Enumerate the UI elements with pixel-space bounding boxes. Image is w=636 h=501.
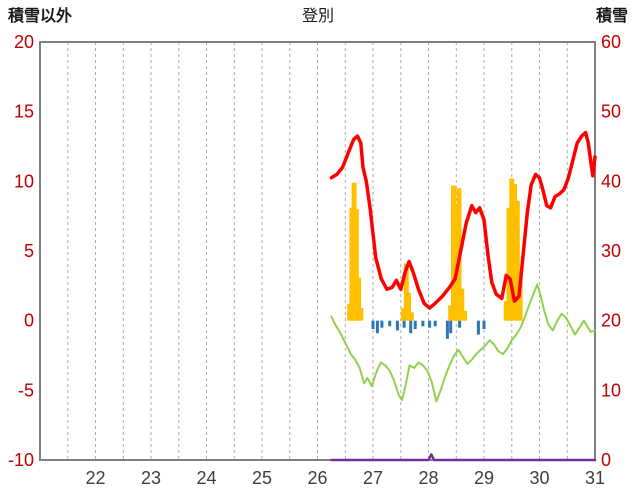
chart-title: 登別: [302, 7, 334, 25]
bar: [449, 320, 453, 334]
left-axis-tick: 15: [14, 102, 34, 122]
bar: [388, 320, 392, 327]
x-axis-tick: 22: [85, 468, 105, 488]
right-axis-tick: 30: [601, 241, 621, 261]
bar: [512, 184, 517, 321]
bar: [409, 320, 413, 334]
x-axis-tick: 31: [585, 468, 605, 488]
left-axis-tick: 5: [24, 241, 34, 261]
bar: [517, 278, 523, 321]
bar: [375, 320, 379, 334]
bar: [451, 185, 456, 321]
left-axis-tick: -10: [8, 450, 34, 470]
bar: [401, 308, 406, 321]
bar: [413, 320, 417, 330]
bar: [506, 207, 512, 321]
x-axis-tick: 28: [418, 468, 438, 488]
bar: [503, 301, 509, 321]
bar: [433, 320, 437, 327]
bar: [509, 178, 515, 321]
bar: [406, 292, 411, 321]
bar: [514, 200, 520, 321]
x-axis-tick: 26: [307, 468, 327, 488]
gridlines: [67, 42, 568, 460]
x-axis-tick: 23: [141, 468, 161, 488]
bar: [380, 320, 384, 328]
left-axis-tick: -5: [18, 380, 34, 400]
bar: [448, 305, 454, 321]
bar: [459, 288, 465, 321]
left-axis-tick: 10: [14, 171, 34, 191]
bar: [462, 310, 468, 321]
red-line: [329, 130, 597, 310]
bar: [445, 320, 449, 339]
x-axis-tick: 25: [252, 468, 272, 488]
bar: [476, 320, 480, 335]
right-axis-tick: 10: [601, 380, 621, 400]
right-axis-tick: 0: [601, 450, 611, 470]
right-axis-title: 積雪: [595, 6, 628, 25]
bar: [353, 209, 359, 321]
bar: [458, 320, 462, 328]
left-axis-tick: 20: [14, 32, 34, 52]
series-layer: [329, 130, 597, 462]
x-axis-tick: 27: [363, 468, 383, 488]
green-line: [330, 283, 596, 403]
blue-bars: [371, 320, 486, 339]
right-axis-tick: 50: [601, 102, 621, 122]
bar: [453, 205, 459, 321]
bar: [395, 320, 399, 331]
bar: [428, 320, 432, 328]
plot-border: [39, 41, 596, 461]
bar: [371, 320, 375, 330]
right-axis-tick: 60: [601, 32, 621, 52]
bar: [421, 320, 425, 327]
bar: [356, 277, 362, 321]
bar: [408, 312, 414, 321]
purple-line: [330, 453, 597, 462]
bar: [403, 263, 409, 321]
x-axis-tick: 29: [474, 468, 494, 488]
left-axis-title: 積雪以外: [7, 6, 72, 25]
bar: [482, 320, 486, 330]
left-axis-tick: 0: [24, 311, 34, 331]
bar: [358, 308, 364, 321]
x-axis-tick: 30: [529, 468, 549, 488]
bar: [402, 320, 406, 328]
right-axis-tick: 20: [601, 311, 621, 331]
right-axis-tick: 40: [601, 171, 621, 191]
x-axis-tick: 24: [196, 468, 216, 488]
